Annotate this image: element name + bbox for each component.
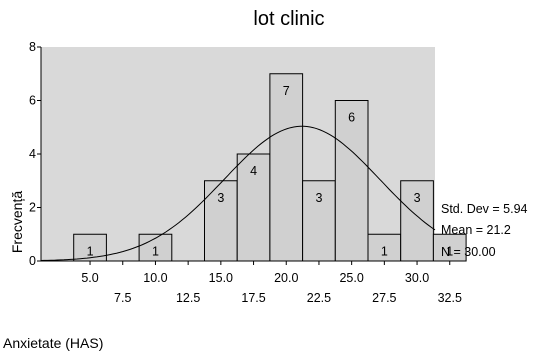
n-stat: N = 30.00 [441, 245, 496, 259]
y-tick-label: 8 [29, 40, 36, 54]
bar-count-label: 7 [283, 84, 290, 98]
x-tick-label: 17.5 [241, 291, 265, 305]
bars-layer [73, 73, 467, 262]
y-axis-label: Frecvență [9, 191, 25, 253]
histogram-bar [269, 73, 304, 262]
normal-curve [40, 125, 436, 261]
histogram-bar [334, 100, 369, 262]
bar-count-label: 1 [87, 244, 94, 258]
x-tick-label: 5.0 [81, 271, 98, 285]
x-axis-label: Anxietate (HAS) [3, 335, 103, 351]
x-tick-label: 32.5 [438, 291, 462, 305]
bar-count-label: 3 [414, 191, 421, 205]
x-tick-label: 25.0 [339, 271, 363, 285]
histogram-bar [432, 233, 467, 262]
x-tick-label: 12.5 [176, 291, 200, 305]
x-tick-label: 15.0 [209, 271, 233, 285]
bar-count-label: 1 [446, 244, 453, 258]
bar-count-label: 1 [381, 244, 388, 258]
y-tick-label: 6 [29, 94, 36, 108]
mean-stat: Mean = 21.2 [441, 223, 511, 237]
x-tick-label: 7.5 [114, 291, 131, 305]
y-tick-label: 0 [29, 254, 36, 268]
bar-count-label: 4 [250, 164, 257, 178]
x-tick-label: 20.0 [274, 271, 298, 285]
y-tick-label: 2 [29, 201, 36, 215]
std-dev-stat: Std. Dev = 5.94 [441, 202, 528, 216]
x-tick-label: 27.5 [372, 291, 396, 305]
x-ticks-layer: 5.0 7.5 10.0 12.5 15.0 17.5 20.0 22.5 25.0 27.5 30… [81, 261, 462, 305]
bar-count-label: 3 [217, 191, 224, 205]
bar-count-label: 1 [152, 244, 159, 258]
y-tick-label: 4 [29, 147, 36, 161]
x-tick-label: 22.5 [307, 291, 331, 305]
bar-count-label: 3 [315, 191, 322, 205]
bar-labels-layer: 1 1 3 4 7 3 6 1 3 1 [87, 84, 454, 259]
x-tick-label: 30.0 [405, 271, 429, 285]
histogram-bar [400, 180, 434, 262]
histogram-bar [367, 233, 402, 262]
x-tick-label: 10.0 [143, 271, 167, 285]
chart-title: lot clinic [253, 8, 324, 30]
bar-count-label: 6 [348, 111, 355, 125]
y-ticks-layer: 0 2 4 6 8 [29, 40, 41, 268]
